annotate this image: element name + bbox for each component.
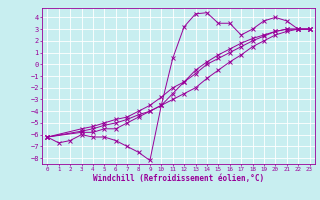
X-axis label: Windchill (Refroidissement éolien,°C): Windchill (Refroidissement éolien,°C) xyxy=(93,174,264,183)
